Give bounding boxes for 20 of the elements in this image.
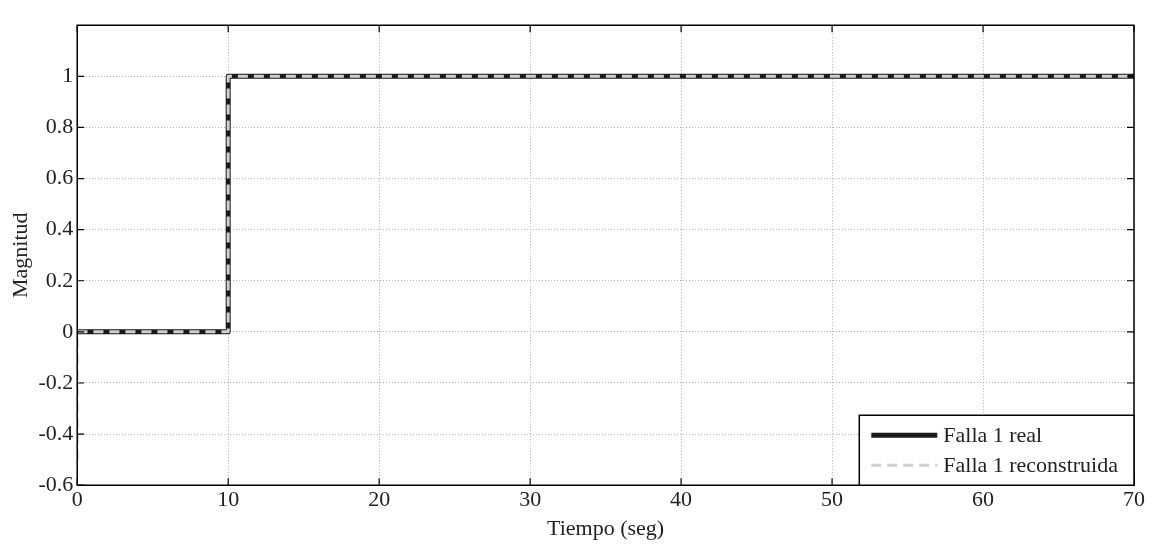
x-tick-label: 50: [821, 486, 844, 512]
x-tick-label: 70: [1123, 486, 1145, 512]
x-tick-label: 30: [519, 486, 542, 512]
y-tick-label: 1: [62, 62, 74, 88]
y-tick-label: 0.6: [45, 164, 74, 190]
y-tick-label: 0: [62, 317, 74, 343]
legend-label: Falla 1 real: [943, 421, 1043, 447]
x-tick-label: 10: [217, 486, 240, 512]
y-tick-label: -0.4: [38, 419, 74, 445]
y-axis-title: Magnitud: [6, 212, 32, 298]
y-tick-label: 0.2: [45, 266, 74, 292]
legend-label: Falla 1 reconstruida: [943, 451, 1119, 477]
x-tick-label: 40: [670, 486, 693, 512]
x-tick-label: 20: [368, 486, 391, 512]
y-tick-label: -0.6: [38, 470, 74, 496]
y-tick-label: 0.4: [45, 215, 74, 241]
x-tick-label: 60: [972, 486, 995, 512]
y-tick-label: 0.8: [45, 113, 74, 139]
x-axis-title: Tiempo (seg): [547, 514, 665, 540]
y-tick-label: -0.2: [38, 368, 74, 394]
